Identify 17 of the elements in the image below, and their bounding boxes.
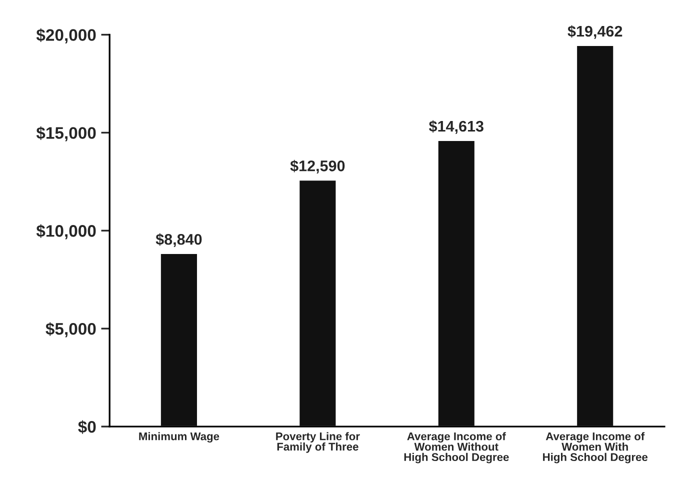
bar <box>576 44 615 427</box>
y-tick-label: $5,000 <box>46 322 96 338</box>
data-label: $19,462 <box>568 25 622 39</box>
bar <box>160 252 198 427</box>
x-tick-label: Poverty Line for Family of Three <box>276 432 360 453</box>
x-tick-label: Minimum Wage <box>139 432 220 443</box>
y-tick-label: $0 <box>78 420 96 434</box>
x-tick-label: Average Income of Women Without High School Degree <box>404 432 509 464</box>
x-tick-label: Average Income of Women With High School Degree <box>543 432 648 464</box>
bar <box>436 140 476 427</box>
bar <box>298 179 338 427</box>
data-label: $8,840 <box>156 233 202 248</box>
y-tick-label: $15,000 <box>36 126 96 142</box>
data-label: $14,613 <box>428 120 484 134</box>
y-tick-label: $20,000 <box>36 28 96 44</box>
data-label: $12,590 <box>290 160 345 174</box>
y-tick-label: $10,000 <box>36 224 96 240</box>
